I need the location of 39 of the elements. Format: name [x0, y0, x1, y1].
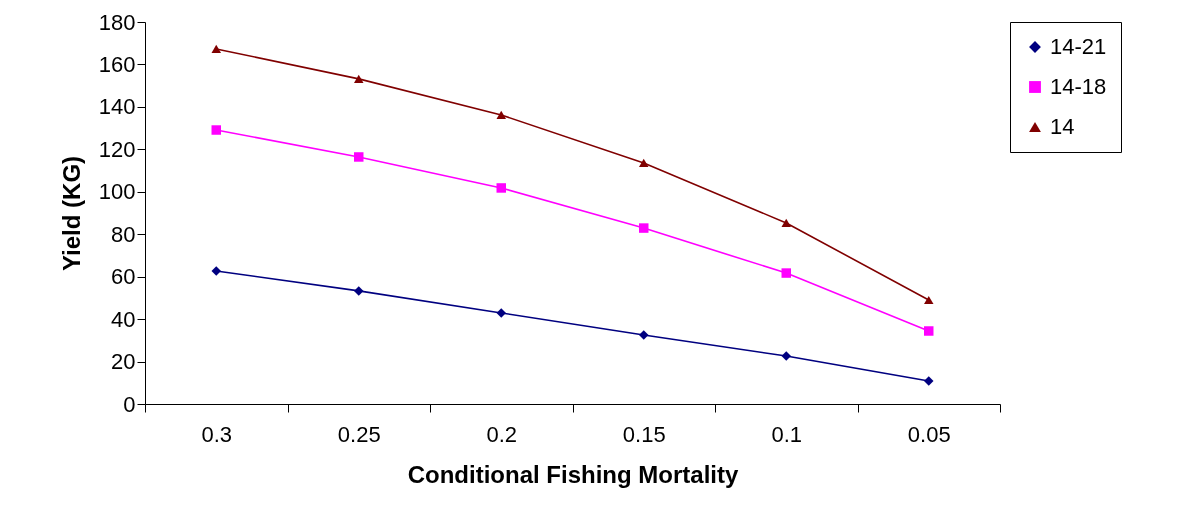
- y-tick-label: 20: [111, 349, 136, 375]
- point: [211, 125, 221, 135]
- point: [639, 330, 649, 340]
- x-tick-label: 0.15: [622, 421, 666, 447]
- point: [354, 286, 364, 296]
- y-tick-label: 0: [123, 391, 136, 417]
- point: [496, 110, 506, 120]
- point: [639, 158, 649, 168]
- y-tick-label: 100: [98, 179, 136, 205]
- y-tick-label: 180: [98, 9, 136, 35]
- point: [211, 44, 221, 54]
- point: [496, 308, 506, 318]
- y-tick-label: 160: [98, 51, 136, 77]
- point: [924, 295, 934, 305]
- y-axis-title: Yield (KG): [57, 155, 85, 272]
- legend-label: 14: [1050, 114, 1075, 139]
- y-tick-label: 120: [98, 136, 136, 162]
- y-tick-label: 80: [111, 221, 136, 247]
- y-tick-label: 140: [98, 94, 136, 120]
- x-axis-title: Conditional Fishing Mortality: [407, 460, 739, 488]
- x-tick-label: 0.05: [907, 421, 951, 447]
- y-tick-label: 40: [111, 306, 136, 332]
- point: [781, 268, 791, 278]
- point: [781, 218, 791, 228]
- x-tick-label: 0.2: [486, 421, 518, 447]
- legend-label: 14-18: [1050, 74, 1107, 99]
- point: [354, 152, 364, 162]
- point: [496, 183, 506, 193]
- y-tick-label: 60: [111, 264, 136, 290]
- point: [211, 266, 221, 276]
- point: [781, 351, 791, 361]
- point: [639, 223, 649, 233]
- x-tick-label: 0.25: [337, 421, 381, 447]
- point: [924, 326, 934, 336]
- x-tick-label: 0.1: [771, 421, 803, 447]
- point: [354, 74, 364, 83]
- legend-label: 14-21: [1050, 34, 1107, 59]
- x-tick-label: 0.3: [201, 421, 233, 447]
- point: [924, 376, 934, 386]
